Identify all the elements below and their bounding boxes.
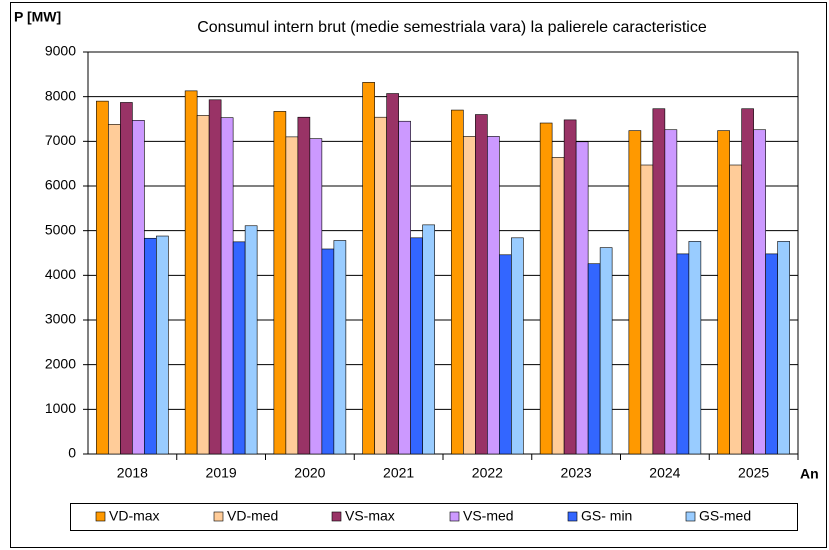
bar (499, 254, 512, 455)
y-tick-label: 1000 (45, 400, 76, 416)
bar (362, 82, 375, 455)
bar (475, 114, 488, 455)
legend-swatch (95, 511, 106, 522)
x-tick-label: 2019 (206, 465, 237, 481)
legend-label: VS-med (463, 508, 514, 524)
bar (156, 235, 169, 455)
legend (70, 503, 798, 531)
bar (309, 138, 323, 455)
chart-title: Consumul intern brut (medie semestriala … (197, 19, 707, 36)
bar (132, 120, 145, 455)
bar (297, 116, 311, 455)
legend-label: VD-max (109, 508, 160, 524)
bar (144, 237, 157, 455)
y-tick-label: 5000 (45, 221, 76, 237)
x-tick-label: 2023 (561, 465, 592, 481)
bar (96, 100, 109, 455)
bar (196, 115, 210, 455)
bar (463, 136, 476, 455)
legend-label: VS-max (345, 508, 395, 524)
bar (184, 90, 198, 455)
bar (640, 164, 654, 455)
y-tick-label: 6000 (45, 177, 76, 193)
bar (321, 248, 335, 455)
bar (575, 141, 589, 455)
legend-swatch (449, 511, 460, 522)
bar (551, 157, 565, 455)
y-tick-label: 7000 (45, 132, 76, 148)
legend-swatch (331, 511, 342, 522)
legend-label: GS-med (699, 508, 751, 524)
x-tick-label: 2024 (649, 465, 680, 481)
bar (273, 111, 287, 455)
bar (451, 109, 464, 455)
bar (422, 224, 435, 455)
bar (652, 108, 666, 455)
bar (108, 124, 121, 455)
y-tick-label: 2000 (45, 355, 76, 371)
bar (717, 130, 730, 455)
x-tick-label: 2018 (117, 465, 148, 481)
bar (410, 237, 423, 455)
y-tick-label: 3000 (45, 311, 76, 327)
bar (765, 253, 778, 455)
y-tick-label: 8000 (45, 87, 76, 103)
x-tick-label: 2025 (738, 465, 769, 481)
legend-swatch (567, 511, 578, 522)
bar (599, 247, 613, 455)
bar (285, 136, 299, 455)
bar (628, 130, 642, 455)
y-axis-label: P [MW] (14, 9, 61, 25)
bar (244, 225, 258, 455)
bar (777, 241, 790, 455)
bar (208, 99, 222, 455)
bar (333, 240, 347, 455)
legend-label: GS- min (581, 508, 632, 524)
legend-swatch (685, 511, 696, 522)
bar (511, 237, 524, 455)
x-tick-label: 2022 (472, 465, 503, 481)
bar (220, 117, 234, 455)
y-tick-label: 4000 (45, 266, 76, 282)
bar (386, 93, 399, 455)
x-axis-label: An (800, 466, 819, 482)
bar (587, 263, 601, 455)
bar (374, 116, 387, 455)
legend-swatch (213, 511, 224, 522)
bar (487, 136, 500, 455)
bar (664, 129, 678, 455)
bar (729, 164, 742, 455)
bar (688, 241, 702, 455)
y-tick-label: 9000 (45, 43, 76, 59)
x-tick-label: 2021 (383, 465, 414, 481)
legend-label: VD-med (227, 508, 278, 524)
bar (120, 102, 133, 455)
y-tick-label: 0 (68, 445, 76, 461)
bar (676, 253, 690, 455)
x-tick-label: 2020 (294, 465, 325, 481)
bar (753, 129, 766, 455)
bar (563, 119, 577, 455)
bar (232, 241, 246, 455)
bar (539, 122, 553, 455)
bar (741, 108, 754, 455)
bar (398, 120, 411, 455)
